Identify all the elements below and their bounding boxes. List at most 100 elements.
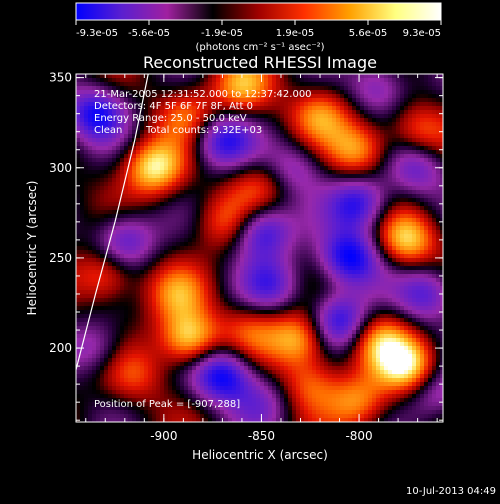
heatmap-cell [328,130,333,135]
heatmap-cell [136,202,141,207]
heatmap-cell [336,286,341,291]
heatmap-cell [420,158,425,163]
heatmap-cell [84,166,89,171]
heatmap-cell [288,102,293,107]
heatmap-cell [256,278,261,283]
heatmap-cell [80,218,85,223]
heatmap-cell [172,186,177,191]
heatmap-cell [304,282,309,287]
heatmap-cell [308,202,313,207]
heatmap-cell [364,270,369,275]
heatmap-cell [220,202,225,207]
heatmap-cell [96,74,101,79]
heatmap-cell [324,142,329,147]
heatmap-cell [380,166,385,171]
heatmap-cell [436,94,441,99]
heatmap-cell [160,190,165,195]
heatmap-cell [296,186,301,191]
heatmap-cell [296,106,301,111]
heatmap-cell [156,250,161,255]
heatmap-cell [404,114,409,119]
heatmap-cell [388,86,393,91]
heatmap-cell [176,74,181,79]
heatmap-cell [432,246,437,251]
heatmap-cell [96,78,101,83]
heatmap-cell [408,86,413,91]
heatmap-cell [356,242,361,247]
heatmap-cell [340,274,345,279]
heatmap-cell [428,114,433,119]
heatmap-cell [408,202,413,207]
heatmap-cell [184,202,189,207]
heatmap-cell [188,158,193,163]
heatmap-cell [272,214,277,219]
heatmap-cell [400,246,405,251]
heatmap-cell [216,214,221,219]
heatmap-cell [172,222,177,227]
heatmap-cell [408,266,413,271]
heatmap-cell [216,174,221,179]
heatmap-cell [108,226,113,231]
heatmap-cell [276,74,281,79]
heatmap-cell [124,238,129,243]
heatmap-cell [292,182,297,187]
heatmap-cell [144,274,149,279]
heatmap-cell [428,214,433,219]
heatmap-cell [412,90,417,95]
heatmap-cell [248,114,253,119]
heatmap-cell [412,150,417,155]
heatmap-cell [312,242,317,247]
heatmap-cell [92,254,97,259]
heatmap-cell [124,278,129,283]
heatmap-cell [88,254,93,259]
heatmap-cell [284,158,289,163]
heatmap-cell [356,266,361,271]
heatmap-cell [320,270,325,275]
heatmap-cell [304,146,309,151]
heatmap-cell [360,214,365,219]
heatmap-cell [436,162,441,167]
heatmap-cell [340,222,345,227]
heatmap-cell [372,262,377,267]
heatmap-cell [104,194,109,199]
heatmap-cell [284,210,289,215]
heatmap-cell [196,186,201,191]
heatmap-cell [428,110,433,115]
heatmap-cell [388,74,393,79]
heatmap-cell [176,258,181,263]
heatmap-cell [348,142,353,147]
heatmap-cell [388,150,393,155]
heatmap-cell [424,206,429,211]
heatmap-cell [264,174,269,179]
heatmap-cell [416,146,421,151]
heatmap-cell [160,234,165,239]
heatmap-cell [92,246,97,251]
heatmap-cell [400,286,405,291]
heatmap-cell [116,194,121,199]
heatmap-cell [272,154,277,159]
heatmap-cell [412,214,417,219]
heatmap-cell [308,146,313,151]
heatmap-cell [124,218,129,223]
heatmap-cell [144,246,149,251]
heatmap-cell [320,186,325,191]
heatmap-cell [376,134,381,139]
heatmap-cell [276,218,281,223]
heatmap-cell [272,258,277,263]
heatmap-cell [372,242,377,247]
heatmap-cell [328,166,333,171]
heatmap-cell [92,286,97,291]
heatmap-cell [196,270,201,275]
heatmap-cell [400,78,405,83]
heatmap-cell [80,186,85,191]
heatmap-cell [172,82,177,87]
heatmap-cell [244,74,249,79]
heatmap-cell [312,286,317,291]
heatmap-cell [260,210,265,215]
heatmap-cell [292,186,297,191]
heatmap-cell [316,190,321,195]
heatmap-cell [316,118,321,123]
heatmap-cell [192,174,197,179]
heatmap-cell [160,242,165,247]
heatmap-cell [388,210,393,215]
